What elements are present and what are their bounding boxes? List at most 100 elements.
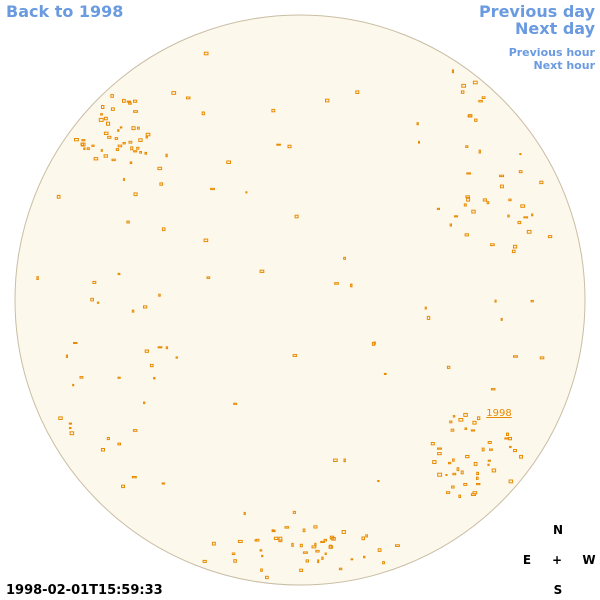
region-speck — [432, 460, 437, 465]
region-speck — [117, 129, 120, 132]
region-speck — [464, 427, 468, 430]
region-speck — [424, 306, 427, 310]
active-regions — [36, 51, 553, 580]
region-speck — [430, 442, 435, 446]
region-speck — [100, 149, 103, 152]
region-speck — [490, 243, 495, 247]
region-speck — [117, 272, 121, 276]
region-speck — [79, 376, 84, 379]
region-speck — [463, 412, 468, 417]
region-speck — [103, 131, 109, 135]
region-speck — [452, 458, 455, 462]
region-speck — [513, 244, 518, 249]
compass-north: N — [553, 523, 563, 537]
region-speck — [513, 449, 517, 453]
region-speck — [58, 416, 63, 420]
region-speck — [487, 441, 492, 444]
region-speck — [461, 83, 466, 88]
region-speck — [122, 142, 126, 145]
region-speck — [458, 418, 464, 422]
region-speck — [465, 455, 470, 459]
region-speck — [530, 299, 534, 303]
region-speck — [451, 485, 455, 489]
region-speck — [129, 161, 133, 165]
region-speck — [333, 458, 338, 463]
region-speck — [508, 436, 513, 441]
region-speck — [68, 427, 72, 430]
region-speck — [86, 147, 90, 150]
region-speck — [334, 282, 339, 285]
region-speck — [56, 194, 61, 199]
region-speck — [276, 143, 281, 146]
previous-hour-link[interactable]: Previous hour — [509, 46, 596, 59]
region-speck — [513, 355, 518, 358]
region-speck — [500, 317, 503, 321]
region-speck — [136, 146, 140, 150]
region-speck — [320, 540, 325, 544]
region-speck — [508, 479, 514, 484]
region-speck — [210, 187, 215, 191]
region-speck — [539, 356, 545, 360]
region-speck — [519, 454, 523, 459]
back-link[interactable]: Back to 1998 — [6, 2, 123, 21]
region-speck — [449, 223, 453, 227]
region-speck — [350, 283, 353, 288]
region-speck — [377, 548, 382, 552]
region-speck — [271, 108, 276, 113]
region-speck — [101, 105, 105, 109]
region-speck — [243, 511, 246, 516]
region-speck — [361, 536, 365, 541]
next-hour-link[interactable]: Next hour — [534, 59, 596, 72]
region-speck — [93, 157, 99, 161]
region-speck — [119, 126, 123, 129]
region-speck — [72, 383, 75, 387]
region-speck — [131, 126, 136, 131]
region-speck — [73, 342, 78, 344]
region-speck — [106, 121, 111, 126]
region-speck — [323, 538, 328, 542]
region-speck — [100, 448, 106, 452]
region-speck — [523, 216, 529, 219]
region-speck — [507, 214, 510, 218]
next-day-link[interactable]: Next day — [515, 19, 596, 38]
region-speck — [468, 114, 473, 118]
region-speck — [476, 471, 480, 476]
region-speck — [110, 94, 114, 98]
region-speck — [338, 567, 343, 571]
region-speck — [313, 525, 318, 529]
region-speck — [114, 137, 119, 140]
region-speck — [261, 554, 264, 558]
region-speck — [518, 170, 523, 174]
region-speck — [487, 459, 491, 462]
region-speck — [472, 420, 477, 425]
region-speck — [133, 99, 138, 103]
region-speck — [343, 256, 347, 260]
region-speck — [117, 442, 122, 446]
region-speck — [481, 96, 486, 100]
region-speck — [460, 470, 464, 475]
region-label[interactable]: 1998 — [486, 408, 511, 419]
region-speck — [138, 138, 143, 143]
region-speck — [317, 559, 320, 564]
region-speck — [130, 146, 134, 151]
region-speck — [157, 346, 163, 349]
region-speck — [472, 80, 478, 85]
region-speck — [355, 90, 360, 95]
region-speck — [315, 549, 320, 553]
region-speck — [314, 542, 317, 547]
previous-day-link[interactable]: Previous day — [479, 2, 596, 21]
region-speck — [460, 90, 465, 94]
region-speck — [121, 484, 125, 489]
region-speck — [478, 149, 481, 154]
region-speck — [278, 539, 283, 543]
region-speck — [491, 468, 497, 473]
region-speck — [203, 51, 209, 56]
region-speck — [363, 555, 366, 559]
region-speck — [259, 269, 265, 273]
region-speck — [448, 461, 452, 465]
region-speck — [143, 401, 146, 405]
region-speck — [494, 299, 497, 303]
region-speck — [539, 180, 544, 185]
region-speck — [465, 195, 470, 199]
region-speck — [132, 429, 138, 432]
